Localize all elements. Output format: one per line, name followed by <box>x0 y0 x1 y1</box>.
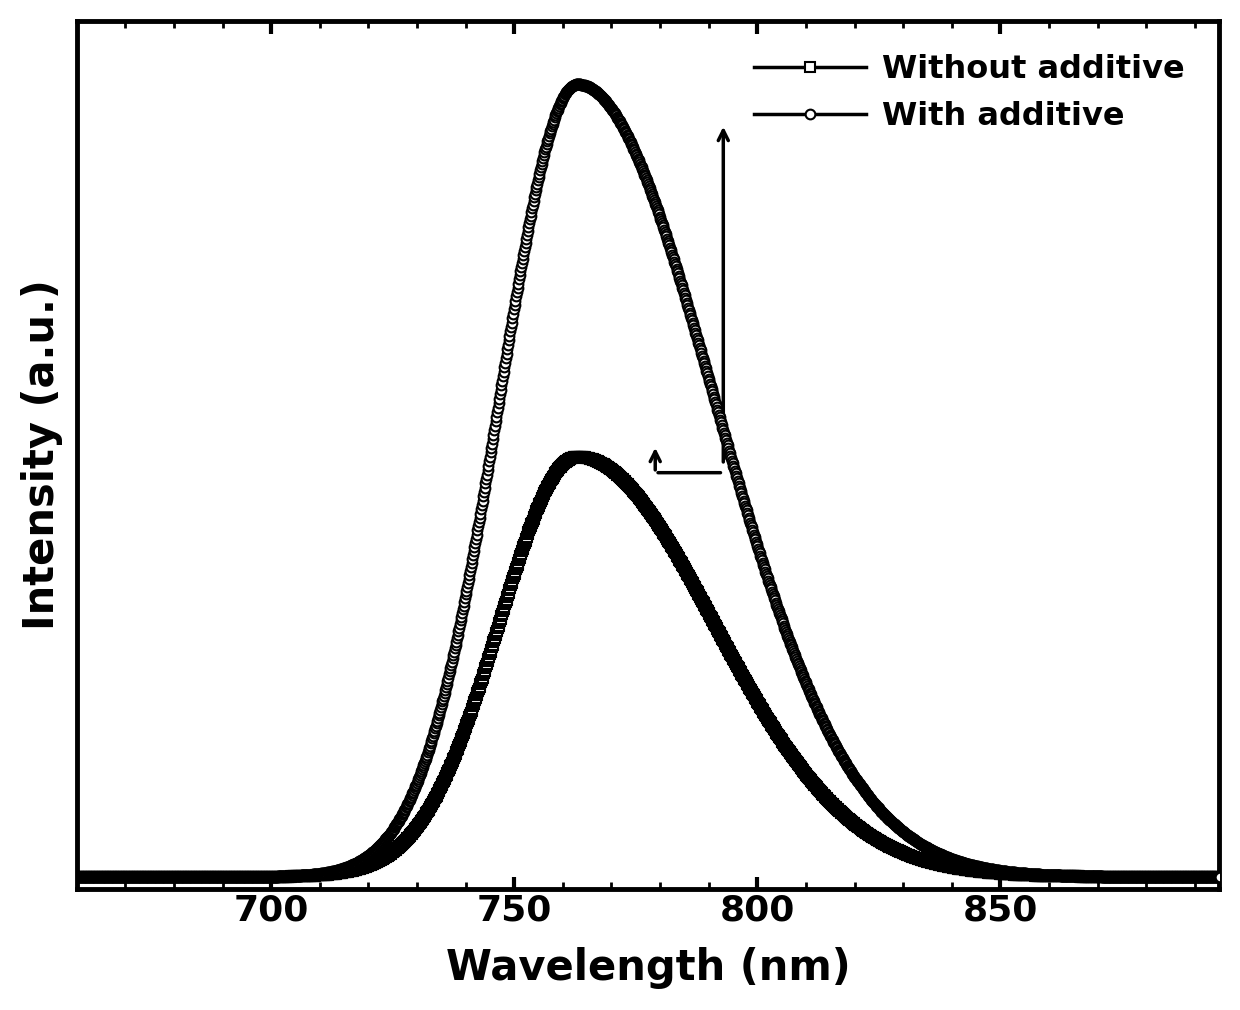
Legend: Without additive, With additive: Without additive, With additive <box>742 41 1198 144</box>
Y-axis label: Intensity (a.u.): Intensity (a.u.) <box>21 280 63 630</box>
X-axis label: Wavelength (nm): Wavelength (nm) <box>445 947 851 989</box>
